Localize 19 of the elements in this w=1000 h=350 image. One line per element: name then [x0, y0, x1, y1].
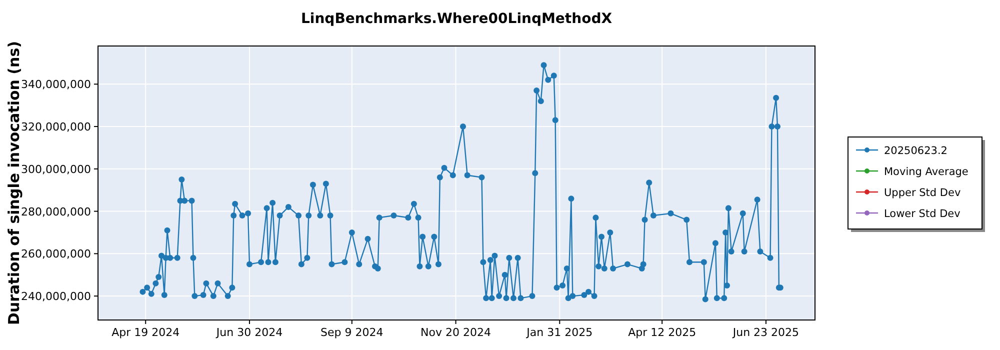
x-tick-label: Jun 23 2025 — [732, 326, 800, 339]
y-axis-title: Duration of single invocation (ns) — [5, 41, 23, 325]
legend-label: Upper Std Dev — [884, 187, 961, 199]
x-tick-label: Apr 12 2025 — [628, 326, 696, 339]
x-tick-label: Nov 20 2024 — [420, 326, 492, 339]
x-tick-label: Sep 9 2024 — [320, 326, 384, 339]
legend-label: 20250623.2 — [884, 145, 948, 157]
x-tick-label: Jun 30 2024 — [215, 326, 283, 339]
x-tick-label: Apr 19 2024 — [112, 326, 180, 339]
y-tick-label: 240,000,000 — [21, 290, 91, 304]
chart-title: LinqBenchmarks.Where00LinqMethodX — [300, 11, 612, 27]
x-tick-label: Jan 31 2025 — [526, 326, 593, 339]
y-tick-label: 320,000,000 — [21, 120, 91, 134]
legend-label: Moving Average — [884, 166, 968, 178]
y-tick-label: 300,000,000 — [21, 162, 91, 176]
legend-label: Lower Std Dev — [884, 208, 960, 220]
y-tick-label: 280,000,000 — [21, 205, 91, 218]
y-tick-label: 340,000,000 — [21, 78, 91, 92]
y-tick-label: 260,000,000 — [21, 248, 91, 261]
